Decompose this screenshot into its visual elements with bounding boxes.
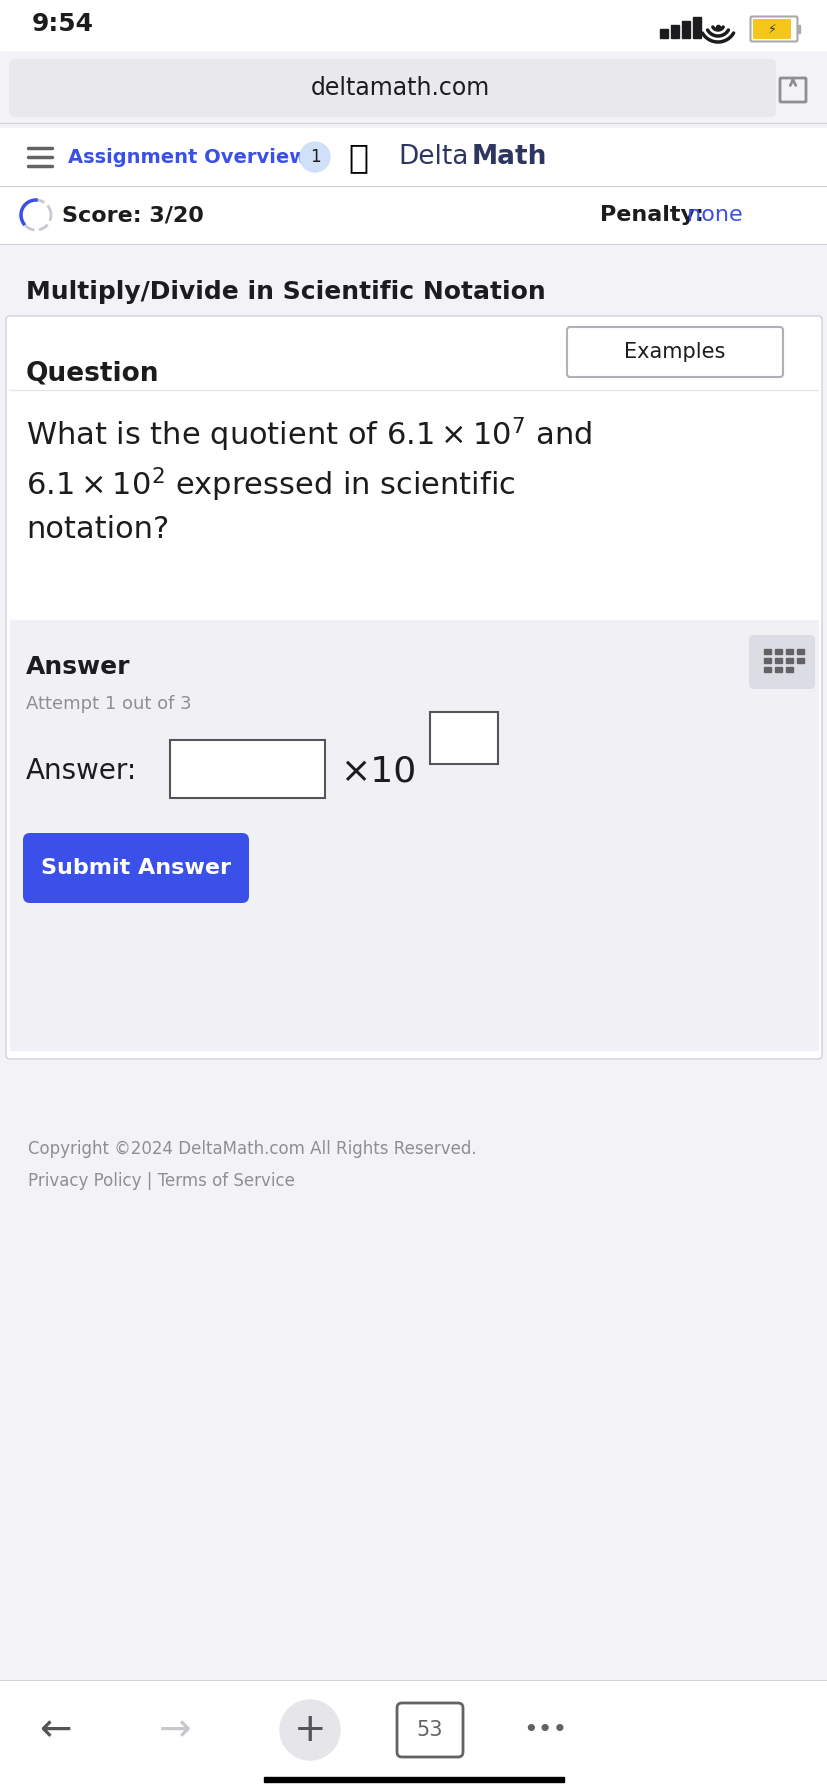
Bar [10,620,817,1050]
Text: Answer:: Answer: [26,756,137,785]
Text: ×10: ×10 [340,754,416,788]
Bar [0,0,827,50]
Text: $6.1 \times 10^2$ expressed in scientific: $6.1 \times 10^2$ expressed in scientifi… [26,464,515,504]
Text: notation?: notation? [26,514,169,545]
FancyBboxPatch shape [566,326,782,376]
Text: →: → [159,1711,191,1749]
Bar [763,649,770,654]
Text: Attempt 1 out of 3: Attempt 1 out of 3 [26,695,191,713]
Text: deltamath.com: deltamath.com [310,75,489,100]
Text: Question: Question [26,360,160,385]
Bar [796,25,799,32]
Text: Score: 3/20: Score: 3/20 [62,204,203,226]
Bar [429,711,497,763]
Bar [0,244,827,1681]
Text: Submit Answer: Submit Answer [41,858,231,878]
Text: none: none [679,204,742,226]
FancyBboxPatch shape [748,634,814,688]
Text: 53: 53 [416,1720,442,1740]
Bar [785,667,792,672]
Bar [692,16,700,38]
Text: Assignment Overview: Assignment Overview [68,147,307,167]
FancyBboxPatch shape [396,1702,462,1756]
Bar [0,11,827,244]
Text: Answer: Answer [26,656,131,679]
FancyBboxPatch shape [749,16,796,41]
Text: 🎓: 🎓 [347,142,367,174]
Bar [670,25,678,38]
Text: What is the quotient of $6.1 \times 10^7$ and: What is the quotient of $6.1 \times 10^7… [26,416,591,453]
Bar [0,1681,827,1778]
Circle shape [280,1701,340,1760]
Text: •••: ••• [522,1719,566,1742]
Bar [681,22,689,38]
Bar [785,658,792,663]
Text: Math: Math [471,143,547,170]
Text: Delta: Delta [398,143,468,170]
Text: Examples: Examples [624,342,724,362]
FancyBboxPatch shape [23,833,249,903]
Bar [0,186,827,244]
Text: Penalty:: Penalty: [600,204,703,226]
Bar [796,658,803,663]
Circle shape [299,142,330,172]
Bar [774,658,781,663]
Bar [659,29,667,38]
Bar [763,658,770,663]
Bar [774,649,781,654]
Text: Copyright ©2024 DeltaMath.com All Rights Reserved.: Copyright ©2024 DeltaMath.com All Rights… [28,1140,476,1158]
Text: Privacy Policy | Terms of Service: Privacy Policy | Terms of Service [28,1172,294,1190]
Text: ←: ← [39,1711,71,1749]
Text: 9:54: 9:54 [32,13,94,36]
Text: ⚡: ⚡ [767,23,776,36]
Bar [0,127,827,186]
FancyBboxPatch shape [752,20,790,39]
Bar [796,649,803,654]
Bar [170,740,325,797]
Bar [763,667,770,672]
FancyBboxPatch shape [9,59,775,116]
Text: +: + [294,1711,326,1749]
Text: 1: 1 [309,149,320,167]
Bar [264,1778,563,1781]
Text: Multiply/Divide in Scientific Notation: Multiply/Divide in Scientific Notation [26,280,545,305]
FancyBboxPatch shape [6,315,821,1059]
Bar [774,667,781,672]
Bar [785,649,792,654]
